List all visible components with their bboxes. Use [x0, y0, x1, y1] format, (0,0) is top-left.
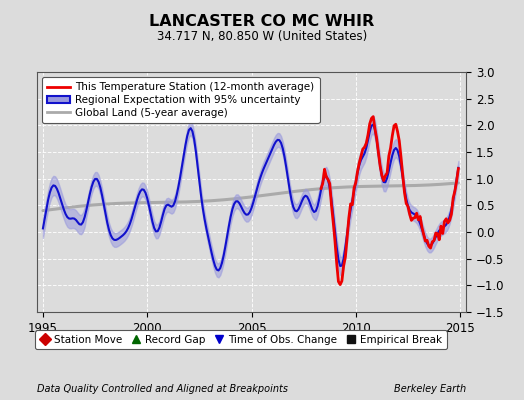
Legend: Station Move, Record Gap, Time of Obs. Change, Empirical Break: Station Move, Record Gap, Time of Obs. C… — [35, 330, 447, 349]
Text: LANCASTER CO MC WHIR: LANCASTER CO MC WHIR — [149, 14, 375, 29]
Text: Data Quality Controlled and Aligned at Breakpoints: Data Quality Controlled and Aligned at B… — [37, 384, 288, 394]
Legend: This Temperature Station (12-month average), Regional Expectation with 95% uncer: This Temperature Station (12-month avera… — [42, 77, 320, 123]
Text: 34.717 N, 80.850 W (United States): 34.717 N, 80.850 W (United States) — [157, 30, 367, 43]
Text: Berkeley Earth: Berkeley Earth — [394, 384, 466, 394]
